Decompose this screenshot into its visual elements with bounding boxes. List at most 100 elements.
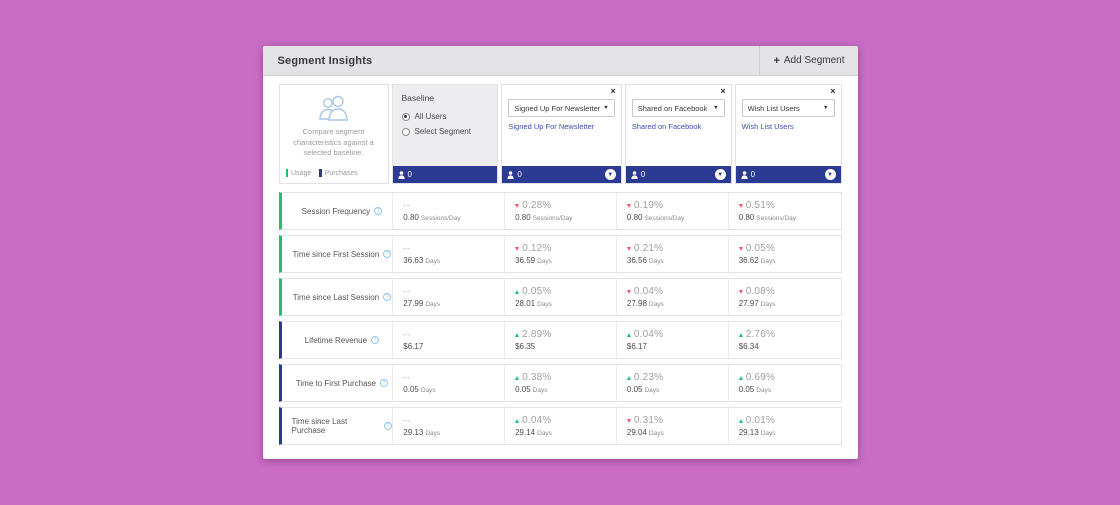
segment-value-cell: 0.69% 0.05 Days [729, 365, 841, 401]
metric-row: Time to First Purchase? -- 0.05 Days 0.38% 0.… [278, 364, 842, 402]
value-unit: Days [420, 386, 436, 394]
delta-up-icon [738, 418, 743, 423]
baseline-delta-placeholder: -- [403, 329, 411, 339]
delta-down-icon [626, 418, 631, 423]
delta-up-icon [626, 332, 631, 337]
delta-percent: 0.05% [522, 286, 552, 297]
metric-label-cell: Time since Last Session? [282, 279, 394, 315]
delta-line: 0.38% [515, 372, 616, 383]
delta-percent: 0.23% [633, 372, 664, 383]
info-icon[interactable]: ? [374, 207, 383, 215]
baseline-value-cell: -- 27.99 Days [393, 279, 506, 315]
value-unit: Days [425, 300, 441, 308]
segment-value-cell: 0.01% 29.13 Days [729, 408, 841, 444]
segment-value: 28.01 Days [515, 299, 552, 308]
value-unit: Days [648, 430, 664, 437]
compare-description: Compare segment characteristics against … [293, 127, 374, 157]
collapse-toggle-icon[interactable]: ▼ [604, 169, 616, 180]
radio-selected-icon[interactable] [401, 112, 410, 121]
delta-up-icon [515, 418, 520, 423]
add-segment-label: Add Segment [783, 55, 845, 66]
legend-item-purchases: Purchases [319, 169, 358, 177]
segment-select[interactable]: Signed Up For Newsletter ▼ [508, 99, 615, 117]
legend-usage-label: Usage [291, 169, 312, 177]
legend-purchases-label: Purchases [324, 169, 358, 177]
value-unit: Sessions/Day [644, 215, 685, 222]
users-group-icon [318, 95, 348, 121]
delta-percent: 2.76% [745, 329, 776, 340]
info-icon[interactable]: ? [383, 250, 392, 258]
user-count-value: 0 [640, 170, 646, 179]
segment-value: 27.97 Days [738, 299, 776, 308]
value-unit: Days [648, 258, 664, 265]
segment-select[interactable]: Wish List Users ▼ [741, 99, 835, 117]
info-icon[interactable]: ? [383, 293, 392, 301]
baseline-option-all-users[interactable]: All Users [401, 112, 489, 121]
select-segment-label: Select Segment [414, 127, 471, 136]
delta-up-icon [738, 375, 743, 380]
info-icon[interactable]: ? [379, 379, 388, 387]
delta-line: 0.23% [626, 372, 728, 383]
segment-footer: 0 ▼ [625, 166, 731, 183]
user-count-value: 0 [750, 170, 756, 179]
segment-value-cell: 0.12% 36.59 Days [505, 236, 617, 272]
collapse-toggle-icon[interactable]: ▼ [714, 169, 726, 180]
delta-down-icon [515, 203, 520, 208]
value-unit: Days [537, 430, 552, 437]
value-unit: Days [537, 258, 552, 265]
segment-link[interactable]: Signed Up For Newsletter [508, 122, 595, 131]
baseline-option-select-segment[interactable]: Select Segment [401, 127, 489, 136]
metric-row: Session Frequency? -- 0.80 Sessions/Day 0.28… [278, 192, 842, 230]
person-icon [741, 170, 748, 179]
segment-value-cell: 0.51% 0.80 Sessions/Day [729, 193, 841, 229]
baseline-value: 27.99 Days [403, 298, 441, 308]
baseline-value-cell: -- 0.80 Sessions/Day [393, 193, 506, 229]
delta-down-icon [738, 246, 743, 251]
segment-value-cell: 0.38% 0.05 Days [505, 365, 617, 401]
radio-unselected-icon[interactable] [401, 127, 410, 136]
value-unit: Days [425, 429, 441, 437]
panel-content: Compare segment characteristics against … [263, 76, 858, 462]
baseline-value: 0.80 Sessions/Day [403, 212, 461, 222]
segment-value-cell: 0.04% 29.14 Days [505, 408, 617, 444]
metric-label: Time to First Purchase [295, 378, 376, 388]
segment-card: × Shared on Facebook ▼ Shared on Facebook 0 ▼ [624, 84, 732, 184]
delta-line: 0.05% [515, 286, 616, 297]
info-icon[interactable]: ? [384, 422, 393, 430]
delta-down-icon [738, 203, 743, 208]
close-icon[interactable]: × [610, 86, 616, 96]
metric-row: Time since First Session? -- 36.63 Days 0.12… [278, 235, 842, 273]
segment-link[interactable]: Wish List Users [741, 122, 794, 131]
delta-down-icon [515, 246, 520, 251]
segment-value: 0.05 Days [738, 385, 772, 394]
metric-label: Time since Last Session [292, 292, 380, 302]
add-segment-button[interactable]: + Add Segment [759, 46, 857, 75]
segment-value: 0.05 Days [626, 385, 660, 394]
segment-value-cell: 0.19% 0.80 Sessions/Day [617, 193, 729, 229]
delta-line: 0.04% [626, 286, 728, 297]
delta-up-icon [626, 375, 631, 380]
user-count: 0 [741, 170, 755, 179]
close-icon[interactable]: × [830, 86, 836, 96]
delta-percent: 0.51% [745, 200, 776, 211]
baseline-value-cell: -- 0.05 Days [393, 365, 506, 401]
info-icon[interactable]: ? [371, 336, 380, 344]
segment-value: 0.80 Sessions/Day [626, 213, 685, 222]
delta-percent: 0.08% [745, 286, 776, 297]
segment-link[interactable]: Shared on Facebook [631, 122, 702, 131]
collapse-toggle-icon[interactable]: ▼ [824, 169, 836, 180]
metric-label: Session Frequency [301, 206, 371, 216]
segment-select[interactable]: Shared on Facebook ▼ [631, 99, 725, 117]
segment-value: $6.17 [626, 342, 647, 351]
close-icon[interactable]: × [720, 86, 726, 96]
segment-value-cell: 2.76% $6.34 [729, 322, 841, 358]
user-count-value: 0 [407, 170, 412, 179]
delta-down-icon [626, 203, 631, 208]
metric-legend: Usage Purchases [285, 169, 358, 177]
value-unit: Sessions/Day [420, 214, 461, 222]
segment-value-cell: 0.05% 28.01 Days [505, 279, 617, 315]
metric-row: Time since Last Session? -- 27.99 Days 0.05%… [278, 278, 842, 316]
value-unit: Days [756, 387, 772, 394]
metric-label-cell: Time since First Session? [282, 236, 394, 272]
delta-percent: 0.04% [633, 329, 664, 340]
